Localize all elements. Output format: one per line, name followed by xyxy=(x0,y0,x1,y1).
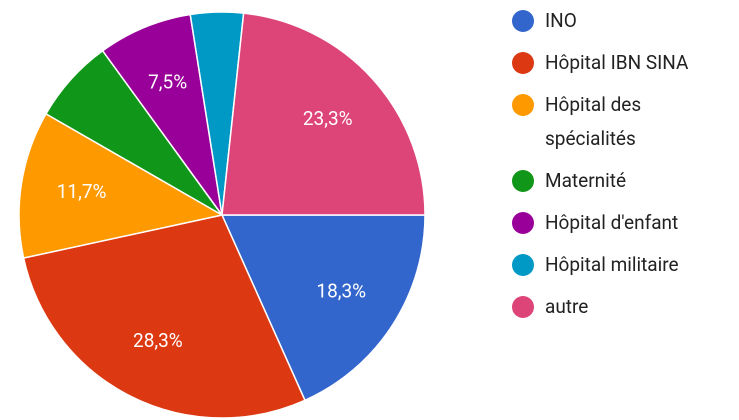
slice-label: 23,3% xyxy=(303,107,353,130)
legend-label: Maternité xyxy=(545,169,627,192)
legend-swatch xyxy=(512,10,534,32)
pie: 18,3% 28,3% 11,7% 7,5% 23,3% xyxy=(18,11,426,419)
legend-swatch xyxy=(512,254,534,276)
slice-label: 11,7% xyxy=(57,180,107,203)
legend-swatch xyxy=(512,212,534,234)
legend-swatch xyxy=(512,170,534,192)
slice xyxy=(220,214,426,402)
legend-swatch xyxy=(512,52,534,74)
legend-item: Hôpital des spécialités xyxy=(510,84,735,160)
legend-item: INO xyxy=(510,0,735,42)
legend-label: INO xyxy=(545,9,577,32)
legend-item: Hôpital militaire xyxy=(510,244,735,286)
legend-swatch xyxy=(512,296,534,318)
legend-item: Hôpital d'enfant xyxy=(510,202,735,244)
slice xyxy=(221,12,426,216)
legend-label: Hôpital des spécialités xyxy=(545,93,642,150)
legend: INO Hôpital IBN SINA Hôpital des spécialit… xyxy=(510,0,735,328)
legend-item: autre xyxy=(510,286,735,328)
legend-item: Maternité xyxy=(510,160,735,202)
slice xyxy=(22,214,306,419)
legend-label: autre xyxy=(545,295,589,318)
legend-label: Hôpital d'enfant xyxy=(545,211,679,234)
slice xyxy=(101,13,223,216)
legend-label: Hôpital IBN SINA xyxy=(545,51,689,74)
slice xyxy=(18,112,225,259)
slice-label: 18,3% xyxy=(316,279,366,302)
slice-label: 28,3% xyxy=(133,329,183,352)
legend-label: Hôpital militaire xyxy=(545,253,679,276)
legend-item: Hôpital IBN SINA xyxy=(510,42,735,84)
slice-label: 7,5% xyxy=(148,71,187,94)
legend-swatch xyxy=(512,94,534,116)
